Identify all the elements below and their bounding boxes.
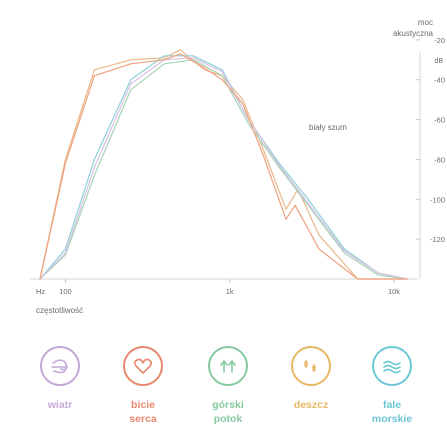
sound-item-label: bicie serca: [129, 399, 157, 425]
spectrum-chart: -20 -40 -60 -80 -100 -120 100 1k 10k moc akustyc…: [30, 18, 445, 315]
y-tick-label: -40: [434, 76, 445, 85]
sound-item-stream[interactable]: górski potok: [188, 346, 268, 426]
sound-item-wind[interactable]: wiatr: [20, 346, 100, 412]
y-tick-label: -100: [430, 195, 445, 204]
y-unit-label: dB: [434, 58, 443, 65]
y-tick-label: -80: [434, 155, 445, 164]
series-line: [39, 59, 408, 280]
heart-icon: [123, 346, 163, 386]
x-tick-label: 1k: [226, 287, 234, 296]
x-axis-title: częstotliwość: [36, 306, 83, 315]
y-tick-label: -20: [434, 36, 445, 45]
sound-item-label: deszcz: [293, 399, 329, 411]
series-line: [39, 49, 408, 280]
y-axis-label-line1: moc: [418, 18, 433, 27]
x-tick-label: 10k: [388, 287, 400, 296]
sound-item-label: górski potok: [212, 399, 244, 425]
x-unit-label: Hz: [36, 287, 45, 296]
y-tick-label: -120: [430, 235, 445, 244]
y-axis-label-line2: akustyczna: [393, 29, 434, 38]
series-line: [39, 53, 408, 280]
sound-item-label: fale morskie: [371, 399, 413, 425]
white-noise-annotation: biały szum: [309, 123, 347, 132]
series-line: [39, 57, 408, 280]
sound-item-waves[interactable]: fale morskie: [352, 346, 432, 426]
sound-sources: wiatr bicie serca górski potok deszcz fale m…: [0, 346, 447, 436]
wind-icon: [40, 346, 80, 386]
chart-grid: -20 -40 -60 -80 -100 -120 100 1k 10k: [30, 36, 445, 296]
sound-item-rain[interactable]: deszcz: [271, 346, 351, 412]
waves-icon: [372, 346, 412, 386]
rain-icon: [291, 346, 331, 386]
sound-item-label: wiatr: [47, 399, 73, 411]
stream-icon: [208, 346, 248, 386]
series-line: [39, 55, 408, 280]
x-tick-label: 100: [59, 287, 72, 296]
y-tick-label: -60: [434, 116, 445, 125]
sound-item-heart[interactable]: bicie serca: [103, 346, 183, 426]
chart-series: [39, 49, 408, 280]
